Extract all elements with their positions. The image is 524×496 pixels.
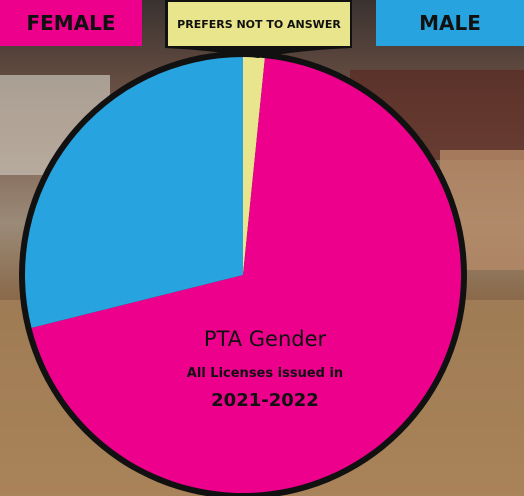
- chart-title: PTA Gender: [204, 327, 327, 351]
- legend-label: PREFERS NOT TO ANSWER: [177, 18, 341, 31]
- legend-label: MALE: [419, 11, 481, 35]
- legend-swatch: [0, 0, 142, 46]
- legend-swatch: [376, 0, 524, 46]
- pie-slice: [243, 57, 265, 275]
- pie-slice: [31, 58, 462, 494]
- legend-label: FEMALE: [26, 11, 115, 35]
- pie-slice: [24, 56, 244, 328]
- chart-period: 2021-2022: [211, 390, 319, 411]
- legend: PREFERS NOT TO ANSWER FEMALE MALE: [0, 0, 524, 46]
- chart-subtitle: All Licenses issued in: [187, 366, 343, 381]
- pie: [19, 51, 467, 496]
- legend-swatch: [168, 2, 350, 46]
